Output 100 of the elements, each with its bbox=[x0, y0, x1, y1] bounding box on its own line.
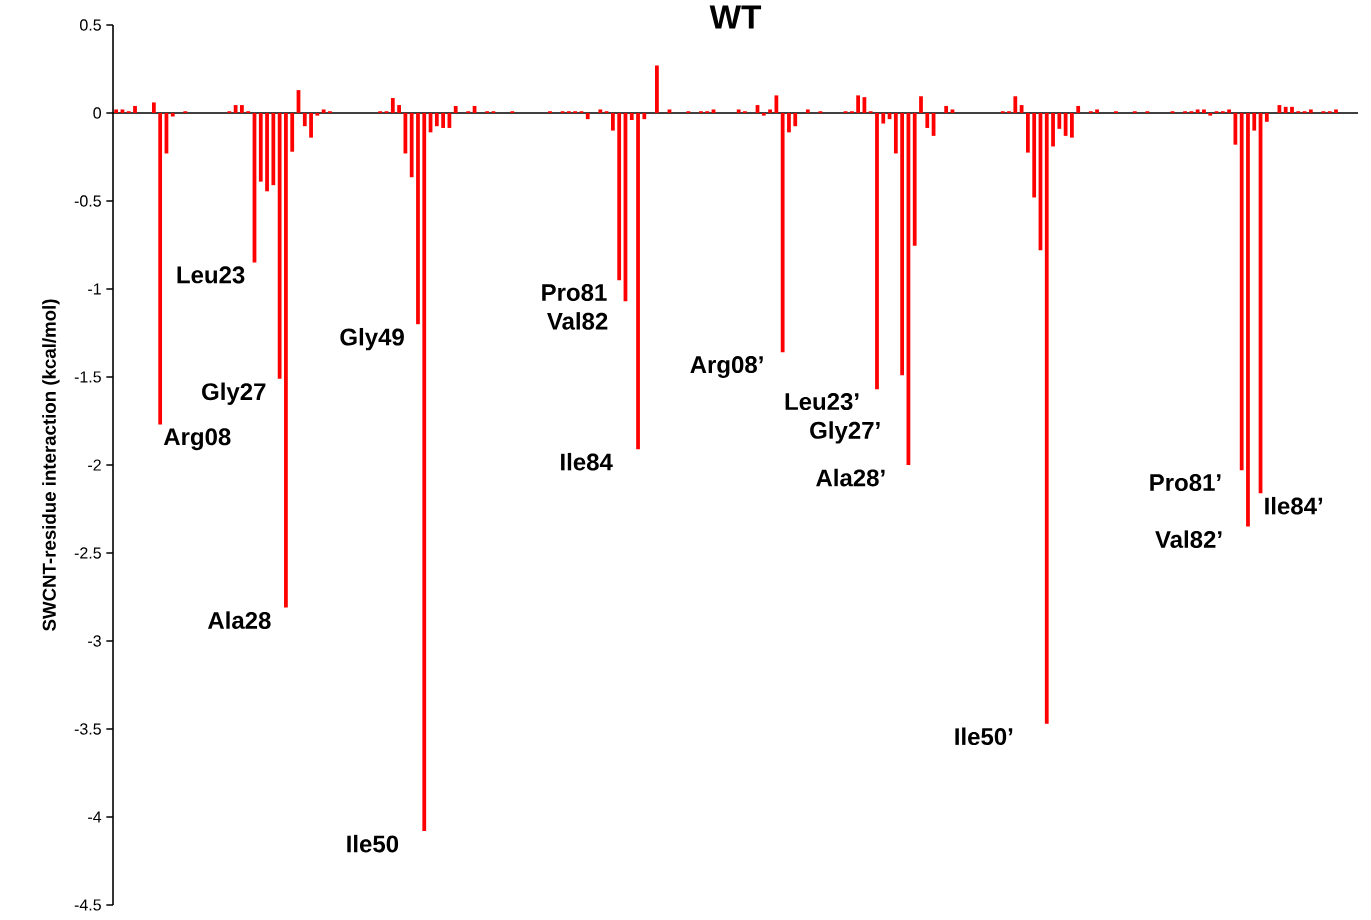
bar bbox=[1290, 106, 1294, 113]
bar bbox=[780, 112, 785, 353]
bar bbox=[585, 112, 590, 120]
bar bbox=[611, 112, 615, 131]
bar bbox=[629, 112, 634, 121]
bar bbox=[1283, 106, 1288, 113]
annotation: Leu23’ bbox=[785, 393, 859, 411]
bar bbox=[875, 112, 879, 390]
bar bbox=[598, 109, 603, 113]
y-tick-label: -3.5 bbox=[74, 723, 101, 735]
bar bbox=[422, 112, 427, 832]
bar bbox=[761, 112, 766, 116]
bar bbox=[397, 105, 401, 113]
bar bbox=[1076, 105, 1081, 113]
bar bbox=[768, 109, 772, 113]
bar bbox=[1026, 112, 1030, 153]
y-tick-label: -4.5 bbox=[74, 899, 101, 911]
bar bbox=[434, 112, 439, 127]
bar bbox=[655, 65, 659, 113]
bar bbox=[302, 112, 307, 127]
bar bbox=[1264, 112, 1269, 122]
annotation: Ile84 bbox=[561, 452, 613, 471]
bar bbox=[1070, 112, 1074, 138]
annotation: Ile84’ bbox=[1265, 496, 1323, 515]
bar bbox=[950, 109, 955, 113]
bar bbox=[1063, 112, 1068, 136]
bar bbox=[919, 96, 923, 113]
annotation: Leu23 bbox=[177, 266, 245, 284]
bar bbox=[1057, 112, 1062, 129]
annotation: Val82’ bbox=[1155, 530, 1222, 548]
annotation: Ala28’ bbox=[816, 468, 885, 487]
bar bbox=[736, 109, 741, 113]
bar bbox=[158, 112, 163, 425]
y-tick-label: -3 bbox=[88, 635, 101, 647]
y-tick-label: 0.5 bbox=[80, 19, 101, 31]
bar bbox=[912, 112, 917, 246]
annotation: Gly49 bbox=[340, 327, 404, 351]
annotation: Arg08 bbox=[163, 428, 231, 451]
bar bbox=[944, 105, 949, 113]
bar bbox=[233, 105, 238, 113]
bar bbox=[321, 109, 326, 113]
bar bbox=[1044, 112, 1049, 724]
bar bbox=[258, 112, 263, 182]
bar bbox=[925, 112, 930, 128]
bar bbox=[617, 112, 622, 281]
bar bbox=[390, 98, 395, 113]
bar bbox=[1227, 109, 1231, 113]
bar bbox=[277, 112, 282, 379]
bar bbox=[114, 109, 119, 113]
y-tick-label: 0 bbox=[93, 107, 102, 119]
bar bbox=[793, 112, 798, 127]
bar bbox=[1051, 112, 1055, 147]
bar bbox=[120, 109, 125, 113]
y-tick-label: -4 bbox=[88, 811, 102, 823]
annotation: Ile50’ bbox=[955, 727, 1013, 746]
bar bbox=[133, 105, 137, 113]
bar bbox=[265, 112, 269, 192]
bar bbox=[636, 112, 640, 450]
bar bbox=[711, 109, 716, 113]
bar bbox=[787, 112, 791, 133]
bar bbox=[290, 112, 295, 152]
y-axis-title: SWCNT-residue interaction (kcal/mol) bbox=[42, 299, 60, 631]
annotation: Arg08’ bbox=[690, 356, 763, 378]
bar bbox=[315, 112, 320, 116]
bar bbox=[856, 95, 860, 113]
chart-title: WT bbox=[709, 5, 762, 29]
annotation: Ile50 bbox=[347, 834, 399, 853]
y-tick-label: -2.5 bbox=[74, 547, 101, 559]
bar bbox=[881, 112, 886, 124]
bar bbox=[1252, 112, 1257, 131]
bar bbox=[170, 112, 175, 117]
annotation: Gly27 bbox=[202, 382, 266, 405]
bar bbox=[416, 112, 420, 325]
y-tick-label: -0.5 bbox=[74, 195, 101, 207]
y-tick-label: -1 bbox=[88, 283, 101, 295]
bar bbox=[1308, 109, 1313, 113]
y-tick-label: -1.5 bbox=[74, 371, 101, 383]
bar bbox=[667, 109, 672, 113]
bar bbox=[642, 112, 647, 120]
bar bbox=[1208, 112, 1213, 116]
bar bbox=[1246, 112, 1250, 527]
annotation: Ala28 bbox=[207, 611, 271, 629]
bar bbox=[1095, 109, 1099, 113]
bar bbox=[409, 112, 414, 178]
bar bbox=[1013, 96, 1018, 113]
bar bbox=[774, 95, 779, 113]
bar bbox=[805, 109, 810, 113]
bar bbox=[900, 112, 905, 376]
bar bbox=[1032, 112, 1037, 198]
y-tick-label: -2 bbox=[88, 459, 101, 471]
annotation: Pro81’ bbox=[1150, 474, 1221, 492]
bar bbox=[271, 112, 276, 186]
bar bbox=[441, 112, 445, 128]
bar bbox=[309, 112, 313, 138]
bar bbox=[1195, 109, 1200, 113]
bar bbox=[1334, 109, 1338, 113]
annotation: Val82 bbox=[547, 312, 608, 330]
annotation: Gly27’ bbox=[810, 421, 880, 444]
bar bbox=[151, 102, 156, 113]
annotation: Pro81 bbox=[542, 283, 607, 301]
